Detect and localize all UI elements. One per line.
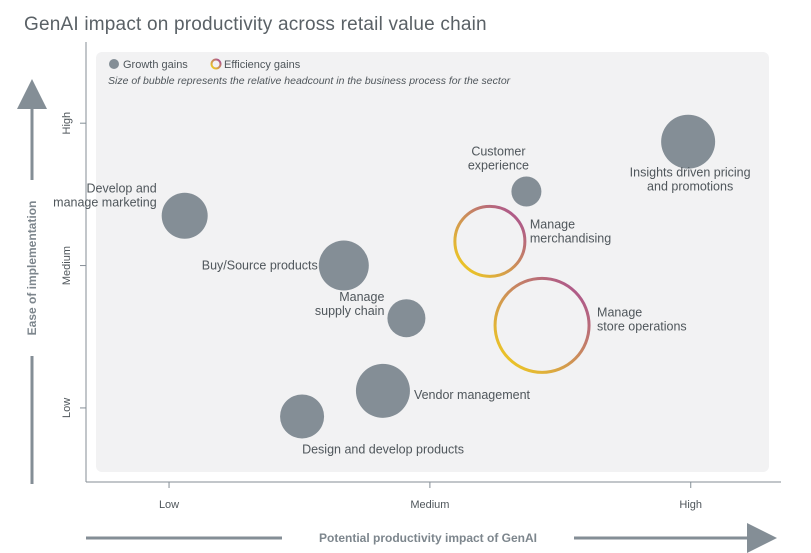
bubble-label: Design and develop products <box>302 442 464 456</box>
bubble-label: Manage supply chain <box>315 290 385 318</box>
y-tick-label: Medium <box>61 246 73 285</box>
bubble-group: Manage supply chain <box>315 290 426 338</box>
bubble-group: Customer experience <box>468 145 542 207</box>
bubble-label: Customer experience <box>468 145 529 173</box>
plot-area <box>96 52 769 472</box>
bubble-growth <box>511 176 542 207</box>
bubble-efficiency <box>453 204 527 278</box>
bubble-group: Manage store operations <box>493 276 687 374</box>
bubble-growth <box>318 240 369 291</box>
bubble-label: Develop and manage marketing <box>53 182 157 210</box>
bubble-group: Manage merchandising <box>453 204 611 278</box>
bubble-group: Vendor management <box>355 363 531 418</box>
bubble-group: Insights driven pricing and promotions <box>630 114 751 194</box>
bubble-label: Insights driven pricing and promotions <box>630 166 751 194</box>
legend-efficiency-label: Efficiency gains <box>224 59 301 71</box>
y-tick-label: High <box>61 112 73 135</box>
x-tick-label: Medium <box>410 499 449 511</box>
bubble-group: Design and develop products <box>280 394 464 456</box>
legend-note: Size of bubble represents the relative h… <box>108 75 511 87</box>
y-axis-label: Ease of implementation <box>25 201 39 336</box>
bubble-label: Buy/Source products <box>202 259 318 273</box>
bubble-growth <box>355 363 410 418</box>
x-axis-label: Potential productivity impact of GenAI <box>319 531 537 545</box>
bubble-group: Develop and manage marketing <box>53 182 208 239</box>
bubble-growth <box>280 394 325 439</box>
bubble-label: Manage store operations <box>597 305 687 333</box>
bubble-efficiency <box>493 276 591 374</box>
chart-title: GenAI impact on productivity across reta… <box>24 14 487 35</box>
bubble-label: Manage merchandising <box>530 217 611 245</box>
y-tick-label: Low <box>61 398 73 418</box>
bubble-growth <box>387 299 426 338</box>
legend-growth-label: Growth gains <box>123 59 188 71</box>
legend-growth-swatch <box>109 59 119 69</box>
bubble-growth <box>661 114 716 169</box>
bubble-group: Buy/Source products <box>202 240 369 291</box>
legend-efficiency-swatch <box>210 58 222 70</box>
bubble-growth <box>161 192 208 239</box>
x-tick-label: Low <box>159 499 179 511</box>
legend: Growth gains Efficiency gains Size of bu… <box>108 58 511 87</box>
x-tick-label: High <box>679 499 702 511</box>
bubble-label: Vendor management <box>414 388 531 402</box>
